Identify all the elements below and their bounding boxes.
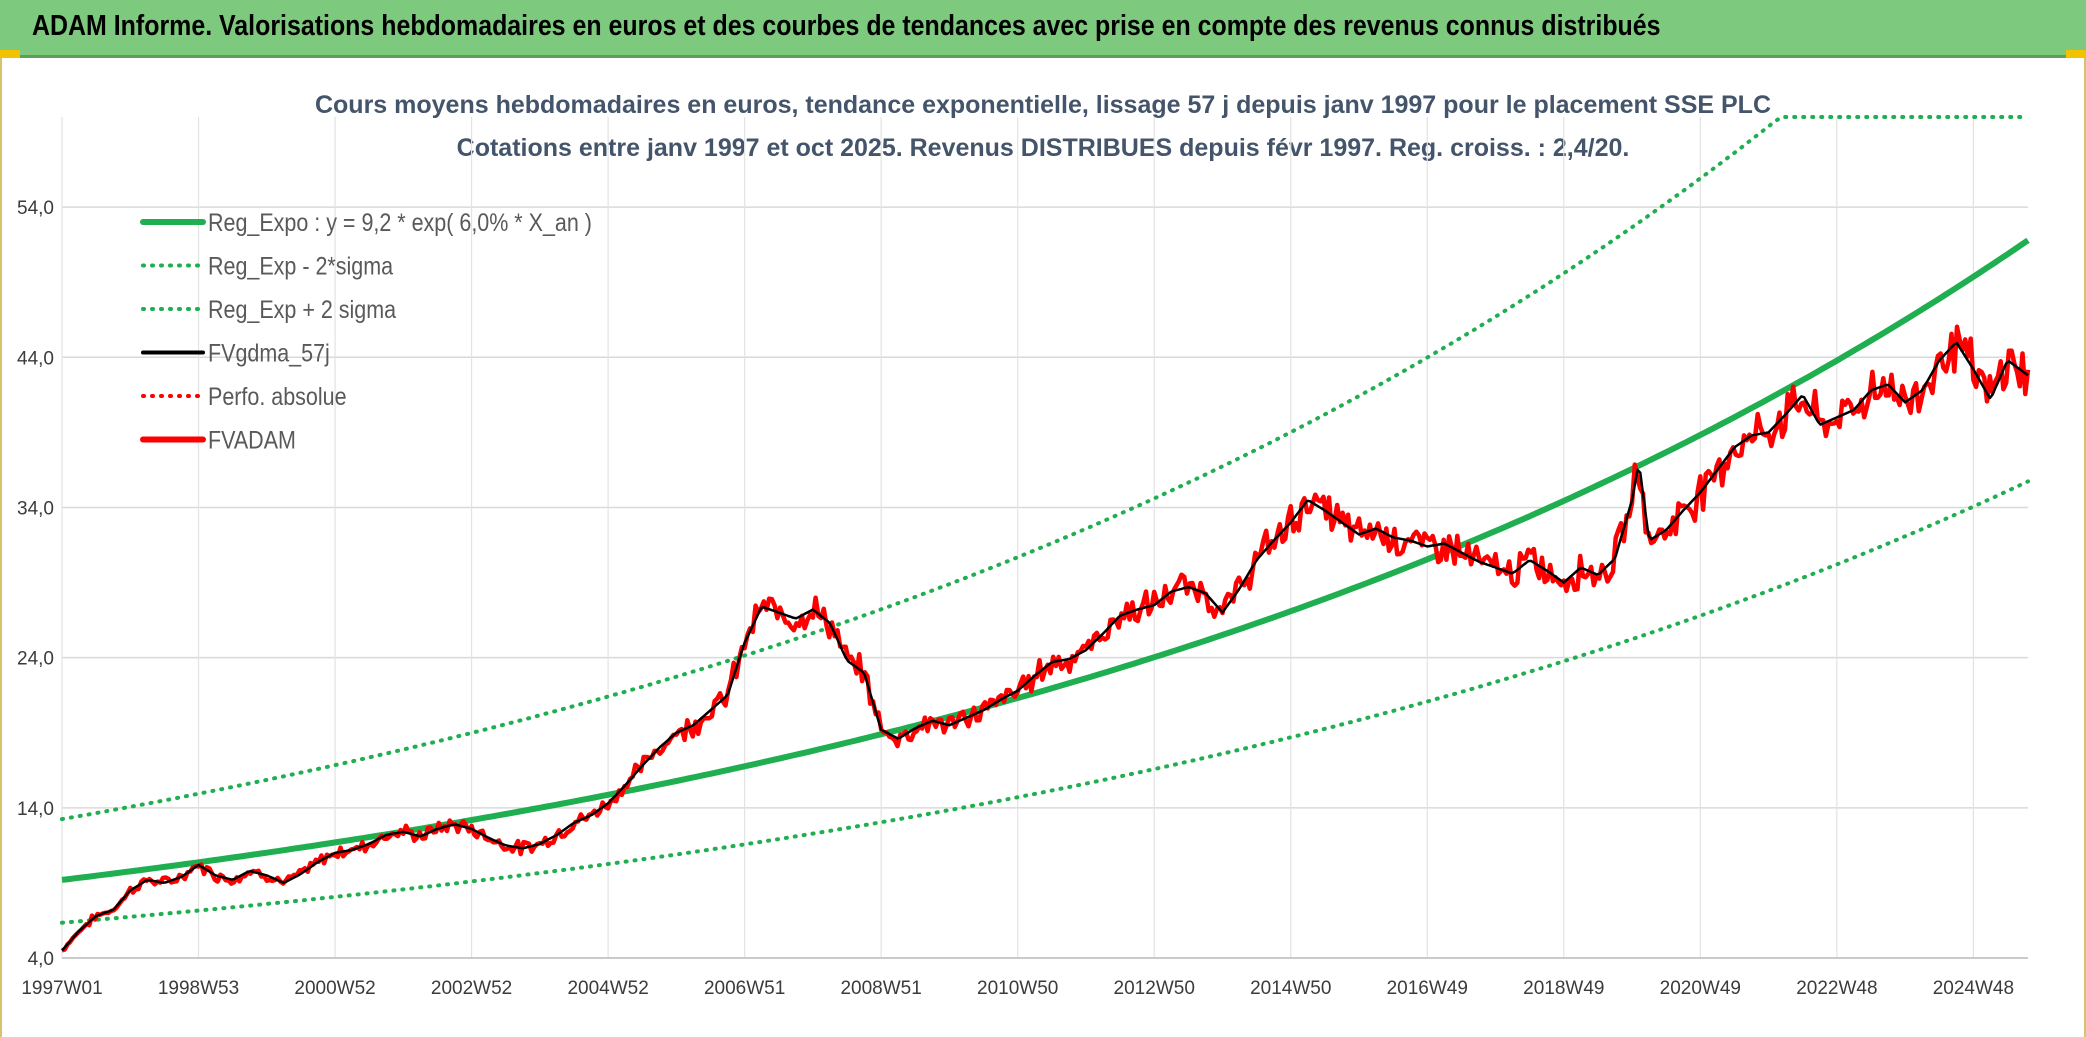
x-tick-label: 2010W50 xyxy=(977,978,1058,999)
legend-label-reg-exp-minus-2-sigma: Reg_Exp - 2*sigma xyxy=(208,252,393,280)
x-tick-label: 2006W51 xyxy=(704,978,785,999)
fvadam-line xyxy=(61,324,2031,953)
legend-label-reg-exp-plus-2-sigma: Reg_Exp + 2 sigma xyxy=(208,295,396,323)
legend: Reg_Expo : y = 9,2 * exp( 6,0% * X_an ) R… xyxy=(140,208,592,454)
legend-label-reg-expo: Reg_Expo : y = 9,2 * exp( 6,0% * X_an ) xyxy=(208,208,592,236)
legend-label-perfo-absolue: Perfo. absolue xyxy=(208,382,347,410)
x-tick-label: 2018W49 xyxy=(1523,978,1604,999)
x-tick-label: 2012W50 xyxy=(1114,978,1195,999)
title-banner: ADAM Informe. Valorisations hebdomadaire… xyxy=(0,0,2086,58)
x-tick-label: 2002W52 xyxy=(431,978,512,999)
gridlines: 4,0 14,0 24,0 34,0 44,0 54,0 1997W01 1998W53 200… xyxy=(17,117,2028,999)
x-tick-label: 2022W48 xyxy=(1796,978,1877,999)
y-tick-label: 54,0 xyxy=(17,198,54,219)
fvgdma-57j-line xyxy=(61,342,2029,952)
corner-accent-right xyxy=(2066,50,2086,58)
x-tick-label: 2004W52 xyxy=(567,978,648,999)
y-tick-label: 34,0 xyxy=(17,498,54,519)
reg-exp-minus-2-sigma-line xyxy=(60,479,2030,925)
x-tick-label: 2014W50 xyxy=(1250,978,1331,999)
page-title: ADAM Informe. Valorisations hebdomadaire… xyxy=(32,10,1661,42)
y-tick-label: 44,0 xyxy=(17,348,54,369)
y-tick-label: 24,0 xyxy=(17,649,54,670)
x-tick-label: 2008W51 xyxy=(840,978,921,999)
reg-expo-line xyxy=(61,237,2030,883)
chart-title: Cours moyens hebdomadaires en euros, ten… xyxy=(315,91,1771,119)
legend-label-fvgdma-57j: FVgdma_57j xyxy=(208,339,330,367)
legend-label-fvadam: FVADAM xyxy=(208,426,296,454)
x-tick-label: 2024W48 xyxy=(1933,978,2014,999)
corner-accent-left xyxy=(0,50,20,58)
chart-frame xyxy=(0,58,2086,1037)
x-tick-label: 2016W49 xyxy=(1387,978,1468,999)
x-tick-label: 1998W53 xyxy=(158,978,239,999)
x-tick-label: 1997W01 xyxy=(21,978,102,999)
plot-area xyxy=(60,115,2031,953)
y-tick-label: 4,0 xyxy=(28,949,54,970)
y-tick-label: 14,0 xyxy=(17,799,54,820)
chart-subtitle: Cotations entre janv 1997 et oct 2025. R… xyxy=(457,134,1630,162)
x-tick-label: 2000W52 xyxy=(294,978,375,999)
x-tick-label: 2020W49 xyxy=(1660,978,1741,999)
reg-exp-plus-2-sigma-line xyxy=(60,115,2030,822)
